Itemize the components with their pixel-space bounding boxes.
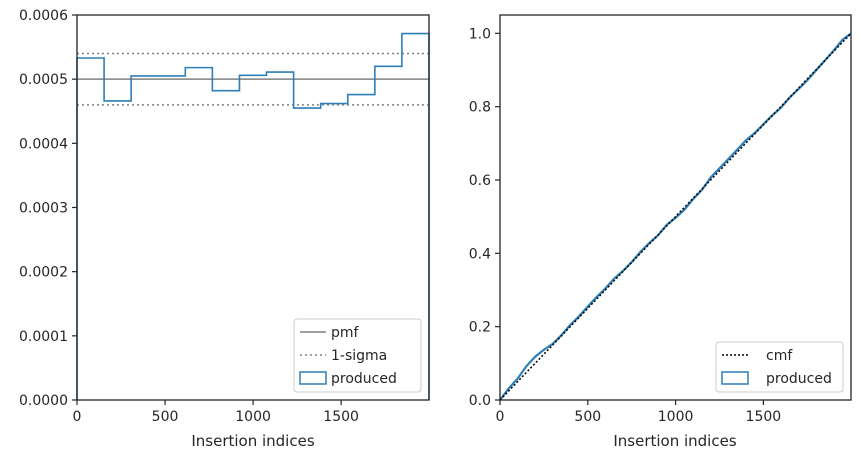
pmf-y-tick-label: 0.0006 (19, 8, 68, 24)
cmf-legend: cmf produced (715, 341, 844, 393)
pmf-legend-produced-swatch (299, 371, 327, 385)
pmf-x-tick-label: 0 (73, 409, 82, 425)
pmf-y-ticks: 0.0000 0.0001 0.0002 0.0003 0.0004 0.0005 0.00… (19, 8, 77, 409)
pmf-y-tick-label: 0.0002 (19, 265, 68, 281)
pmf-x-tick-label: 500 (152, 409, 179, 425)
pmf-produced-histogram (76, 32, 430, 400)
pmf-legend: pmf 1-sigma produced (293, 318, 422, 393)
pmf-y-tick-label: 0.0005 (19, 72, 68, 88)
cmf-y-ticks: 0.0 0.2 0.4 0.6 0.8 1.0 (469, 26, 500, 409)
cmf-x-tick-label: 1500 (746, 409, 782, 425)
cmf-x-tick-label: 1000 (658, 409, 694, 425)
cmf-legend-produced-label: produced (766, 371, 832, 387)
cmf-y-tick-label: 0.2 (469, 320, 491, 336)
cmf-legend-produced-swatch (721, 371, 749, 385)
pmf-legend-produced-label: produced (331, 371, 397, 387)
pmf-plot-data (76, 32, 430, 400)
cmf-x-axis-label: Insertion indices (613, 432, 736, 450)
cmf-x-tick-label: 0 (496, 409, 505, 425)
cmf-y-tick-label: 0.6 (469, 173, 491, 189)
cmf-plot-data (499, 32, 852, 401)
pmf-legend-pmf-label: pmf (331, 325, 360, 341)
cmf-cmf-line (499, 32, 852, 401)
pmf-panel: 0 500 1000 1500 0.00000.00010.00020.00030.0… (19, 8, 430, 450)
pmf-x-tick-label: 1500 (323, 409, 359, 425)
cmf-y-tick-label: 0.4 (469, 246, 491, 262)
cmf-x-ticks: 0 500 1000 1500 (496, 400, 782, 425)
cmf-y-tick-label: 1.0 (469, 26, 491, 42)
cmf-y-tick-label: 0.8 (469, 100, 491, 116)
pmf-legend-sigma-label: 1-sigma (331, 348, 387, 364)
pmf-y-tick-label: 0.0004 (19, 136, 68, 152)
pmf-y-tick-label: 0.0001 (19, 329, 68, 345)
cmf-panel: 0 500 1000 1500 0.0 0.2 0.4 0.6 0.8 1.0 Insertio… (469, 14, 852, 450)
cmf-x-tick-label: 500 (574, 409, 601, 425)
cmf-legend-cmf-label: cmf (766, 348, 793, 364)
pmf-x-axis-label: Insertion indices (191, 432, 314, 450)
pmf-x-tick-label: 1000 (235, 409, 271, 425)
cmf-y-tick-label: 0.0 (469, 393, 491, 409)
pmf-x-ticks: 0 500 1000 1500 (73, 400, 359, 425)
pmf-y-tick-label: 0.0003 (19, 201, 68, 217)
pmf-y-tick-label: 0.0000 (19, 393, 68, 409)
